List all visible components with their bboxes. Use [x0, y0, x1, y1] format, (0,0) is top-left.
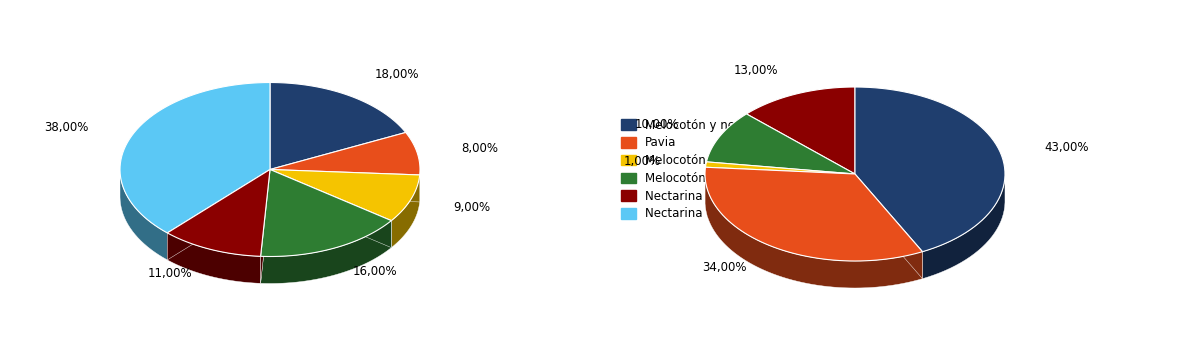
Polygon shape — [120, 170, 167, 260]
Polygon shape — [120, 82, 270, 233]
Text: 38,00%: 38,00% — [44, 121, 89, 134]
Text: 13,00%: 13,00% — [733, 63, 779, 77]
Polygon shape — [167, 170, 270, 260]
Polygon shape — [854, 87, 1004, 252]
Polygon shape — [260, 170, 270, 283]
Polygon shape — [706, 162, 854, 174]
Text: 18,00%: 18,00% — [374, 67, 419, 80]
Legend: Melocotón y nectarina plana, Pavia, Melocotón blanco, Melocotón amarillo, Nectar: Melocotón y nectarina plana, Pavia, Melo… — [618, 115, 817, 224]
Polygon shape — [854, 174, 923, 279]
Polygon shape — [746, 87, 854, 174]
Polygon shape — [706, 177, 923, 288]
Text: 16,00%: 16,00% — [353, 265, 397, 278]
Polygon shape — [854, 174, 923, 279]
Polygon shape — [270, 170, 420, 221]
Text: 1,00%: 1,00% — [624, 155, 661, 168]
Text: 34,00%: 34,00% — [702, 261, 746, 274]
Text: 10,00%: 10,00% — [635, 118, 679, 131]
Polygon shape — [270, 170, 391, 247]
Text: 8,00%: 8,00% — [462, 142, 498, 155]
Text: 11,00%: 11,00% — [148, 267, 192, 280]
Polygon shape — [260, 170, 391, 257]
Text: 9,00%: 9,00% — [454, 201, 491, 214]
Polygon shape — [270, 170, 391, 247]
Polygon shape — [270, 170, 420, 202]
Polygon shape — [167, 170, 270, 256]
Polygon shape — [270, 82, 406, 170]
Polygon shape — [706, 167, 923, 261]
Polygon shape — [167, 233, 260, 283]
Polygon shape — [391, 175, 420, 247]
Polygon shape — [923, 175, 1004, 279]
Polygon shape — [270, 133, 420, 175]
Text: 43,00%: 43,00% — [1045, 141, 1090, 154]
Polygon shape — [260, 170, 270, 283]
Polygon shape — [167, 170, 270, 260]
Polygon shape — [260, 221, 391, 283]
Polygon shape — [707, 114, 854, 174]
Polygon shape — [270, 170, 420, 202]
